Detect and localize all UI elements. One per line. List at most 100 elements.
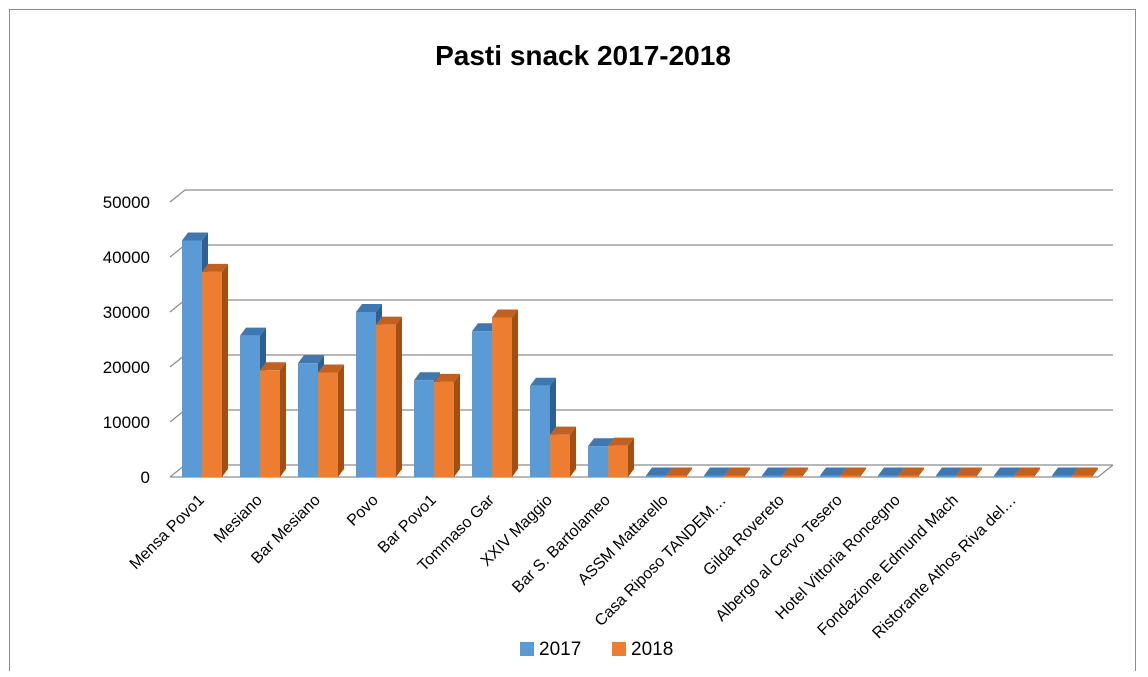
- y-tick-label: 40000: [103, 248, 150, 267]
- bar-side: [280, 362, 286, 477]
- category-label: Povo: [344, 492, 382, 530]
- bar-top: [202, 263, 228, 272]
- bar-side: [628, 437, 634, 477]
- bar-front: [878, 475, 898, 477]
- bar-top: [666, 467, 692, 476]
- bar-front: [530, 385, 550, 477]
- bar-front: [318, 372, 338, 477]
- bar-front: [956, 475, 976, 477]
- bar-side: [1092, 467, 1098, 477]
- bar-front: [492, 317, 512, 477]
- bar-top: [376, 316, 402, 325]
- bar-top: [434, 373, 460, 382]
- y-tick-label: 50000: [103, 193, 150, 212]
- bar-2018: [202, 263, 228, 477]
- bar-2018: [1014, 467, 1040, 477]
- bar-side: [454, 373, 460, 477]
- bar-top: [240, 327, 266, 336]
- bar-top: [956, 467, 982, 476]
- gridline-depth: [169, 189, 186, 203]
- bar-top: [724, 467, 750, 476]
- bar-2018: [898, 467, 924, 477]
- bar-top: [994, 467, 1020, 476]
- chart-frame: Pasti snack 2017-2018 0 10000 20000 30000 40…: [9, 9, 1136, 671]
- bar-front: [356, 312, 376, 477]
- bar-front: [898, 475, 918, 477]
- y-tick-label: 0: [141, 468, 150, 487]
- bar-2018: [956, 467, 982, 477]
- bar-front: [704, 475, 724, 477]
- bars: [182, 232, 1098, 477]
- bar-top: [298, 355, 324, 364]
- bar-front: [1052, 475, 1072, 477]
- bar-side: [860, 467, 866, 477]
- bar-top: [1014, 467, 1040, 476]
- legend-swatch: [520, 642, 534, 656]
- bar-top: [878, 467, 904, 476]
- bar-front: [608, 445, 628, 477]
- y-tick-label: 30000: [103, 303, 150, 322]
- bar-top: [182, 232, 208, 241]
- bar-2018: [376, 316, 402, 477]
- bar-top: [550, 426, 576, 435]
- bar-top: [898, 467, 924, 476]
- bar-2018: [724, 467, 750, 477]
- bar-top: [840, 467, 866, 476]
- bar-2018: [550, 426, 576, 477]
- bar-2018: [840, 467, 866, 477]
- bar-top: [936, 467, 962, 476]
- bar-top: [704, 467, 730, 476]
- bar-top: [608, 437, 634, 446]
- bar-top: [260, 362, 286, 371]
- bar-side: [570, 426, 576, 477]
- floor-edge-depth: [1097, 464, 1114, 478]
- bar-front: [298, 363, 318, 477]
- bar-side: [686, 467, 692, 477]
- bar-side: [222, 263, 228, 477]
- y-tick-label: 20000: [103, 358, 150, 377]
- bar-2017: [530, 377, 556, 477]
- bar-front: [840, 475, 860, 477]
- bar-2018: [1072, 467, 1098, 477]
- bar-chart: Pasti snack 2017-2018 0 10000 20000 30000 40…: [103, 40, 1114, 660]
- bar-front: [820, 475, 840, 477]
- bar-top: [1072, 467, 1098, 476]
- bar-front: [762, 475, 782, 477]
- bar-top: [318, 364, 344, 373]
- bar-front: [724, 475, 744, 477]
- bar-top: [762, 467, 788, 476]
- bar-front: [202, 271, 222, 477]
- legend-label: 2017: [539, 639, 581, 660]
- bar-front: [1014, 475, 1034, 477]
- bar-front: [182, 240, 202, 477]
- bar-front: [994, 475, 1014, 477]
- bar-top: [472, 323, 498, 332]
- bar-side: [1034, 467, 1040, 477]
- bar-top: [414, 372, 440, 381]
- category-label: Mesiano: [211, 492, 266, 547]
- bar-2018: [782, 467, 808, 477]
- legend-swatch: [612, 642, 626, 656]
- bar-top: [646, 467, 672, 476]
- bar-side: [396, 316, 402, 477]
- bar-front: [414, 380, 434, 477]
- bar-2018: [608, 437, 634, 477]
- bar-top: [492, 309, 518, 318]
- bar-top: [820, 467, 846, 476]
- bar-front: [1072, 475, 1092, 477]
- bar-2018: [492, 309, 518, 477]
- bar-front: [260, 370, 280, 477]
- bar-top: [1052, 467, 1078, 476]
- bar-top: [530, 377, 556, 386]
- bar-front: [646, 475, 666, 477]
- bar-front: [376, 324, 396, 477]
- bar-top: [588, 438, 614, 447]
- bar-front: [434, 381, 454, 477]
- bar-front: [782, 475, 802, 477]
- category-label: Bar S. Bartolameo: [509, 492, 614, 597]
- bar-front: [936, 475, 956, 477]
- chart-title: Pasti snack 2017-2018: [435, 40, 731, 71]
- bar-side: [976, 467, 982, 477]
- bar-front: [240, 335, 260, 477]
